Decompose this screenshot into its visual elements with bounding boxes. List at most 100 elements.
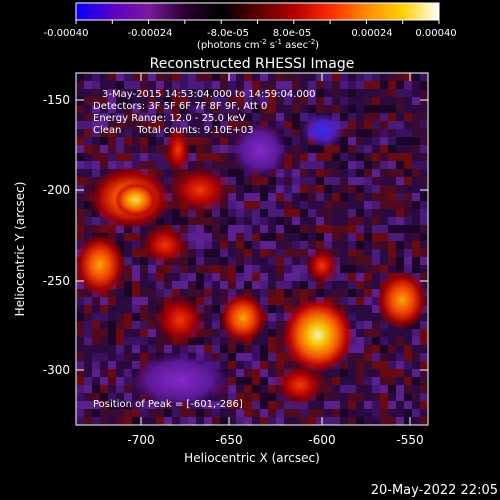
image-pixel bbox=[340, 225, 348, 233]
image-pixel bbox=[76, 177, 84, 185]
image-pixel bbox=[252, 241, 260, 249]
source-blob bbox=[272, 363, 328, 407]
image-pixel bbox=[372, 361, 380, 369]
image-pixel bbox=[420, 241, 428, 249]
image-pixel bbox=[292, 241, 300, 249]
image-pixel bbox=[284, 409, 292, 417]
image-pixel bbox=[284, 281, 292, 289]
image-pixel bbox=[300, 265, 308, 273]
image-pixel bbox=[348, 209, 356, 217]
image-pixel bbox=[268, 177, 276, 185]
image-pixel bbox=[308, 73, 316, 81]
image-pixel bbox=[396, 393, 404, 401]
image-pixel bbox=[220, 137, 228, 145]
image-pixel bbox=[244, 185, 252, 193]
image-pixel bbox=[140, 153, 148, 161]
image-pixel bbox=[292, 201, 300, 209]
image-pixel bbox=[172, 113, 180, 121]
image-pixel bbox=[156, 265, 164, 273]
image-pixel bbox=[332, 153, 340, 161]
image-pixel bbox=[124, 305, 132, 313]
source-blob bbox=[76, 233, 126, 297]
image-pixel bbox=[324, 233, 332, 241]
image-pixel bbox=[220, 273, 228, 281]
image-pixel bbox=[100, 313, 108, 321]
image-pixel bbox=[388, 89, 396, 97]
image-pixel bbox=[380, 169, 388, 177]
image-pixel bbox=[148, 417, 156, 425]
image-pixel bbox=[236, 89, 244, 97]
image-pixel bbox=[316, 409, 324, 417]
image-pixel bbox=[324, 73, 332, 81]
image-pixel bbox=[252, 337, 260, 345]
image-pixel bbox=[276, 73, 284, 81]
image-pixel bbox=[116, 161, 124, 169]
image-pixel bbox=[252, 393, 260, 401]
image-pixel bbox=[412, 233, 420, 241]
image-pixel bbox=[108, 305, 116, 313]
image-pixel bbox=[388, 105, 396, 113]
image-pixel bbox=[156, 217, 164, 225]
image-pixel bbox=[124, 113, 132, 121]
image-pixel bbox=[388, 257, 396, 265]
image-pixel bbox=[268, 305, 276, 313]
image-pixel bbox=[108, 161, 116, 169]
image-pixel bbox=[148, 137, 156, 145]
image-pixel bbox=[220, 225, 228, 233]
image-pixel bbox=[324, 209, 332, 217]
image-pixel bbox=[84, 409, 92, 417]
image-pixel bbox=[404, 337, 412, 345]
image-pixel bbox=[348, 385, 356, 393]
image-pixel bbox=[348, 305, 356, 313]
image-pixel bbox=[364, 401, 372, 409]
image-pixel bbox=[148, 281, 156, 289]
image-pixel bbox=[348, 257, 356, 265]
image-pixel bbox=[316, 89, 324, 97]
image-pixel bbox=[268, 409, 276, 417]
image-pixel bbox=[132, 265, 140, 273]
image-pixel bbox=[100, 417, 108, 425]
image-pixel bbox=[300, 233, 308, 241]
image-pixel bbox=[348, 313, 356, 321]
image-pixel bbox=[220, 121, 228, 129]
image-pixel bbox=[300, 193, 308, 201]
image-pixel bbox=[364, 377, 372, 385]
image-pixel bbox=[172, 265, 180, 273]
image-pixel bbox=[308, 177, 316, 185]
image-pixel bbox=[396, 153, 404, 161]
image-pixel bbox=[244, 257, 252, 265]
image-pixel bbox=[260, 409, 268, 417]
image-pixel bbox=[204, 145, 212, 153]
image-pixel bbox=[140, 345, 148, 353]
image-pixel bbox=[252, 409, 260, 417]
image-pixel bbox=[172, 89, 180, 97]
image-pixel bbox=[364, 217, 372, 225]
image-pixel bbox=[420, 145, 428, 153]
image-pixel bbox=[380, 249, 388, 257]
image-pixel bbox=[316, 185, 324, 193]
image-pixel bbox=[340, 97, 348, 105]
image-pixel bbox=[228, 97, 236, 105]
image-pixel bbox=[276, 97, 284, 105]
image-pixel bbox=[164, 281, 172, 289]
image-pixel bbox=[364, 321, 372, 329]
image-pixel bbox=[364, 113, 372, 121]
image-pixel bbox=[420, 113, 428, 121]
image-pixel bbox=[140, 89, 148, 97]
image-pixel bbox=[100, 97, 108, 105]
image-pixel bbox=[372, 201, 380, 209]
image-pixel bbox=[228, 289, 236, 297]
image-pixel bbox=[212, 137, 220, 145]
image-pixel bbox=[244, 73, 252, 81]
image-pixel bbox=[196, 417, 204, 425]
image-pixel bbox=[228, 73, 236, 81]
image-pixel bbox=[404, 233, 412, 241]
image-pixel bbox=[212, 353, 220, 361]
image-pixel bbox=[236, 385, 244, 393]
image-pixel bbox=[356, 353, 364, 361]
image-pixel bbox=[244, 361, 252, 369]
image-pixel bbox=[172, 105, 180, 113]
image-pixel bbox=[292, 145, 300, 153]
image-pixel bbox=[268, 233, 276, 241]
image-pixel bbox=[188, 289, 196, 297]
